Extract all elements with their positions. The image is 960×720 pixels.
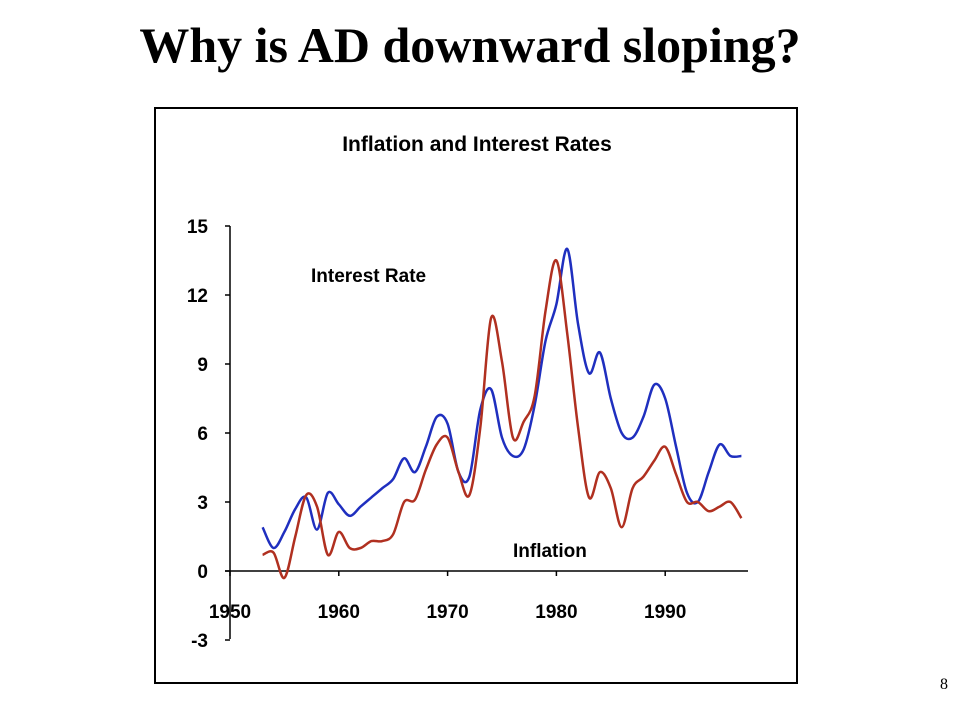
- x-tick-label: 1980: [535, 602, 577, 623]
- slide-number: 8: [940, 676, 948, 693]
- y-tick-label: 9: [197, 355, 208, 376]
- x-tick-label: 1990: [644, 602, 686, 623]
- x-tick-label: 1970: [426, 602, 468, 623]
- inflation-line: [262, 259, 743, 580]
- y-ticks: 15 12 9 6 3 0 -3: [187, 217, 230, 652]
- y-tick-label: 3: [197, 493, 208, 514]
- interest-rate-label: Interest Rate: [311, 266, 426, 287]
- y-tick-label: 15: [187, 217, 209, 238]
- x-tick-label: 1960: [318, 602, 360, 623]
- y-tick-label: 0: [197, 562, 208, 583]
- x-tick-label: 1950: [209, 602, 251, 623]
- chart-frame: Inflation and Interest Rates 15 12 9 6 3 0 -3 …: [154, 107, 798, 684]
- inflation-label: Inflation: [513, 541, 587, 562]
- y-tick-label: -3: [191, 631, 208, 652]
- series-layer: [261, 247, 743, 580]
- slide-title: Why is AD downward sloping?: [139, 17, 801, 73]
- y-tick-label: 6: [197, 424, 208, 445]
- line-chart: Inflation and Interest Rates 15129630-3 …: [187, 133, 748, 652]
- x-ticks: 1950 1960 1970 1980 1990: [209, 571, 686, 623]
- interest-rate-line: [261, 247, 742, 550]
- chart-title: Inflation and Interest Rates: [342, 133, 612, 156]
- y-tick-label: 12: [187, 286, 208, 307]
